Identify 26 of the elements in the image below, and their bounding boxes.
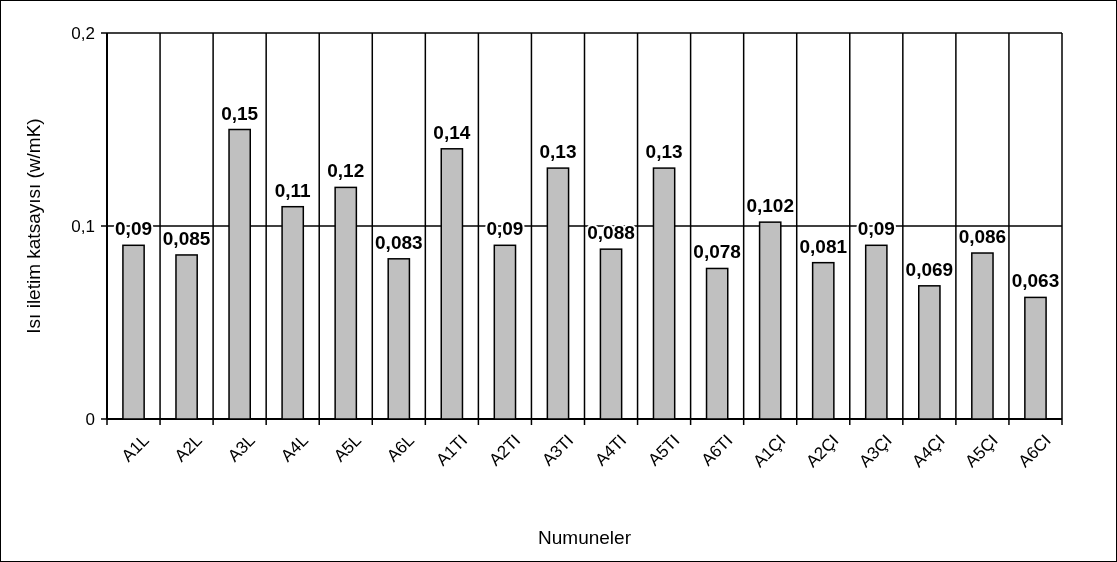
data-label: 0,12 (327, 160, 365, 182)
data-label: 0,13 (645, 141, 683, 163)
data-label: 0,11 (274, 179, 312, 201)
data-label: 0,069 (905, 258, 954, 280)
data-label: 0,086 (958, 226, 1007, 248)
x-tick-label: A6L (383, 430, 419, 466)
data-label: 0,15 (221, 102, 259, 124)
x-tick-label: A3L (224, 430, 259, 466)
y-tick-label: 0,1 (71, 216, 95, 236)
data-label: 0,063 (1011, 270, 1060, 292)
data-label: 0,085 (162, 227, 211, 249)
y-axis-title: Isı iletim katsayısı (w/mK) (23, 118, 44, 334)
x-tick-label: A1L (117, 430, 153, 466)
y-tick-label: 0,2 (71, 23, 95, 43)
x-tick-label: A5L (330, 430, 365, 466)
data-label: 0,081 (799, 235, 848, 257)
x-axis-title: Numuneler (538, 527, 632, 548)
data-label: 0,083 (375, 231, 423, 253)
data-label: 0,102 (746, 195, 794, 217)
x-tick-label: A4L (277, 430, 312, 466)
data-label: 0,088 (587, 222, 635, 244)
x-tick-label: A2L (171, 430, 206, 466)
data-label: 0,14 (433, 121, 471, 143)
data-label: 0,13 (539, 141, 577, 163)
data-label: 0,078 (693, 241, 741, 263)
y-tick-label: 0 (85, 409, 95, 429)
